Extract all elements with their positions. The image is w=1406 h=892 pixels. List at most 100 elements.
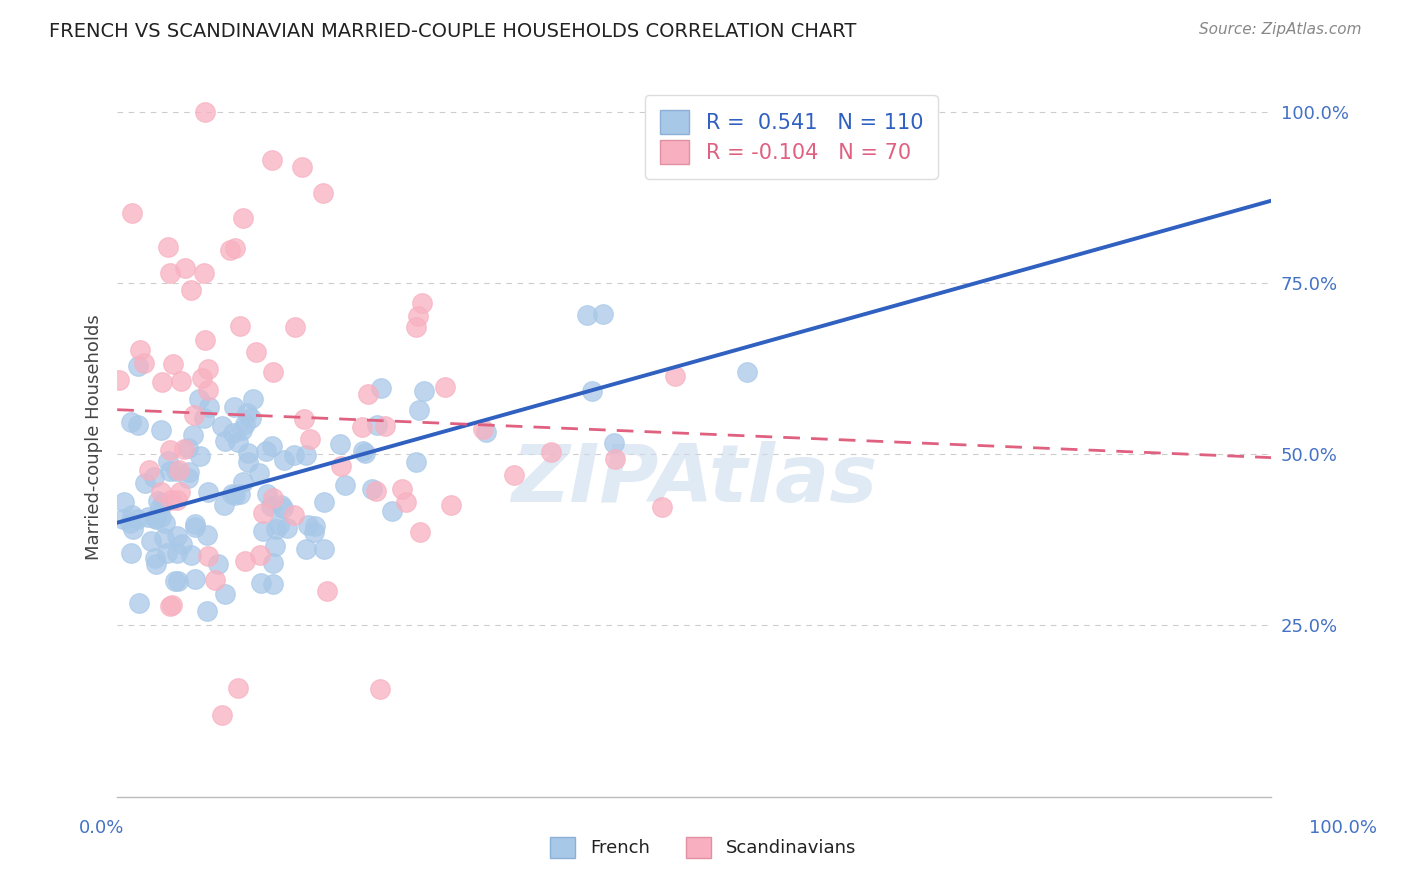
Point bbox=[329, 436, 352, 450]
Point bbox=[128, 343, 150, 358]
Text: 0.0%: 0.0% bbox=[79, 819, 124, 837]
Point bbox=[267, 518, 290, 533]
Point bbox=[169, 485, 191, 500]
Point bbox=[188, 450, 211, 464]
Point bbox=[247, 466, 270, 480]
Point bbox=[252, 524, 274, 538]
Point bbox=[273, 452, 295, 467]
Point bbox=[603, 452, 626, 467]
Point bbox=[139, 533, 162, 548]
Point bbox=[166, 574, 188, 589]
Point bbox=[222, 401, 245, 415]
Point bbox=[150, 423, 173, 437]
Point bbox=[412, 384, 434, 398]
Point bbox=[540, 445, 562, 459]
Point bbox=[232, 475, 254, 489]
Point bbox=[330, 458, 353, 473]
Point bbox=[254, 444, 277, 458]
Point bbox=[262, 491, 284, 505]
Point bbox=[233, 554, 256, 568]
Point bbox=[146, 494, 169, 508]
Point bbox=[118, 516, 141, 531]
Text: 100.0%: 100.0% bbox=[1309, 819, 1376, 837]
Point bbox=[475, 425, 498, 439]
Text: ZIPAtlas: ZIPAtlas bbox=[510, 442, 877, 519]
Point bbox=[294, 542, 316, 557]
Point bbox=[127, 512, 149, 526]
Point bbox=[197, 484, 219, 499]
Y-axis label: Married-couple Households: Married-couple Households bbox=[86, 314, 103, 560]
Point bbox=[145, 557, 167, 571]
Point bbox=[411, 296, 433, 310]
Point bbox=[222, 425, 245, 440]
Point bbox=[259, 499, 281, 513]
Point bbox=[231, 423, 253, 437]
Point bbox=[395, 495, 418, 509]
Point bbox=[298, 432, 321, 446]
Point bbox=[245, 344, 267, 359]
Point bbox=[166, 528, 188, 542]
Point bbox=[170, 536, 193, 550]
Point bbox=[471, 422, 494, 436]
Point bbox=[262, 365, 284, 379]
Point bbox=[224, 241, 246, 255]
Point bbox=[360, 482, 382, 496]
Point bbox=[502, 468, 524, 483]
Point bbox=[173, 442, 195, 456]
Point bbox=[236, 446, 259, 460]
Point bbox=[121, 508, 143, 523]
Text: FRENCH VS SCANDINAVIAN MARRIED-COUPLE HOUSEHOLDS CORRELATION CHART: FRENCH VS SCANDINAVIAN MARRIED-COUPLE HO… bbox=[49, 22, 856, 41]
Point bbox=[162, 357, 184, 371]
Point bbox=[152, 496, 174, 510]
Point bbox=[381, 504, 404, 518]
Point bbox=[149, 501, 172, 516]
Point bbox=[368, 682, 391, 697]
Point bbox=[180, 283, 202, 297]
Point bbox=[409, 524, 432, 539]
Point bbox=[159, 266, 181, 280]
Point bbox=[226, 681, 249, 695]
Point bbox=[273, 501, 295, 516]
Point bbox=[150, 376, 173, 390]
Point bbox=[270, 498, 292, 512]
Point bbox=[262, 576, 284, 591]
Point bbox=[159, 599, 181, 613]
Point bbox=[159, 464, 181, 478]
Point bbox=[197, 384, 219, 398]
Point bbox=[170, 374, 193, 388]
Point bbox=[195, 527, 218, 541]
Point bbox=[405, 454, 427, 468]
Point bbox=[167, 463, 190, 477]
Point bbox=[352, 420, 374, 434]
Point bbox=[283, 448, 305, 462]
Point bbox=[264, 540, 287, 554]
Text: Source: ZipAtlas.com: Source: ZipAtlas.com bbox=[1198, 22, 1361, 37]
Point bbox=[211, 707, 233, 722]
Point bbox=[195, 604, 218, 618]
Point bbox=[159, 442, 181, 457]
Point bbox=[165, 464, 187, 478]
Point bbox=[592, 307, 614, 321]
Point bbox=[156, 454, 179, 468]
Point bbox=[121, 206, 143, 220]
Point bbox=[256, 487, 278, 501]
Point bbox=[177, 471, 200, 485]
Point bbox=[187, 392, 209, 406]
Point bbox=[333, 478, 356, 492]
Point bbox=[174, 260, 197, 275]
Point bbox=[304, 518, 326, 533]
Point bbox=[226, 435, 249, 450]
Point bbox=[166, 493, 188, 508]
Point bbox=[153, 531, 176, 545]
Point bbox=[177, 465, 200, 479]
Point bbox=[136, 510, 159, 524]
Point bbox=[240, 411, 263, 425]
Point bbox=[181, 428, 204, 442]
Point bbox=[434, 380, 457, 394]
Point bbox=[229, 318, 252, 333]
Point bbox=[127, 417, 149, 432]
Point bbox=[260, 153, 283, 167]
Point bbox=[314, 542, 336, 557]
Point bbox=[138, 463, 160, 477]
Point bbox=[603, 435, 626, 450]
